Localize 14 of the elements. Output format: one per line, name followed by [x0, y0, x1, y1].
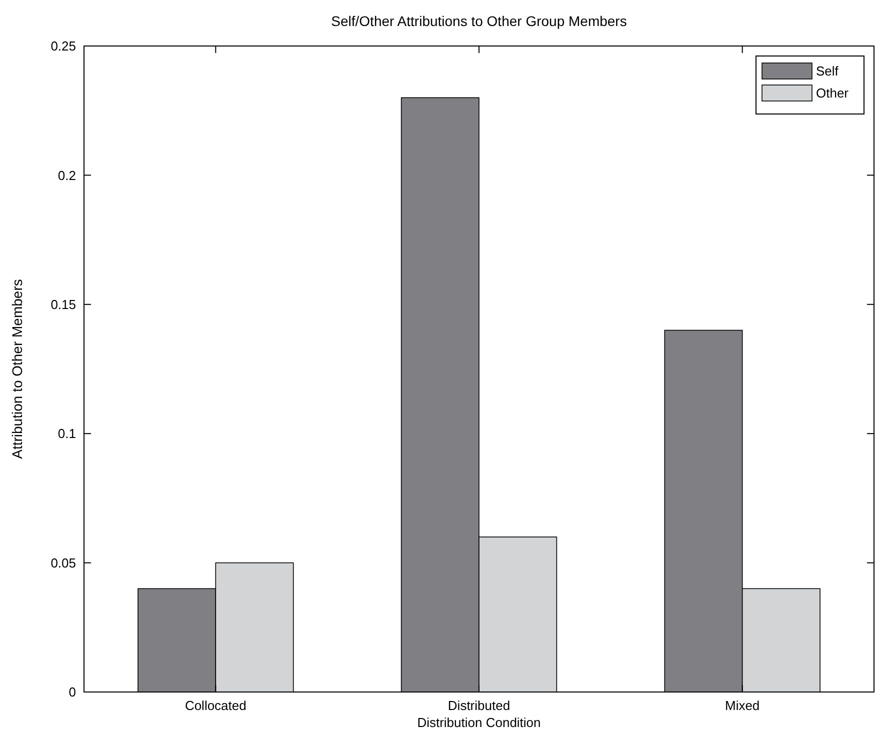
x-tick-label: Collocated: [184, 698, 246, 713]
x-tick-label: Distributed: [448, 698, 510, 713]
y-tick-label: 0.1: [58, 426, 76, 442]
x-tick-label: Mixed: [724, 698, 760, 713]
y-tick-label: 0.15: [50, 296, 76, 312]
legend-label: Self: [816, 64, 839, 79]
y-axis-title: Attribution to Other Members: [9, 279, 25, 459]
chart-title: Self/Other Attributions to Other Group Members: [331, 13, 627, 29]
y-tick-label: 0.05: [50, 555, 76, 570]
y-tick-label: 0.25: [50, 38, 76, 54]
y-tick-label: 0.2: [58, 168, 76, 183]
y-tick-label: 0: [68, 684, 76, 700]
x-axis-title: Distribution Condition: [417, 715, 541, 730]
legend-label: Other: [816, 86, 850, 101]
